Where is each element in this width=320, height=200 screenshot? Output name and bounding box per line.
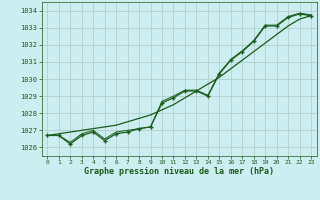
- X-axis label: Graphe pression niveau de la mer (hPa): Graphe pression niveau de la mer (hPa): [84, 167, 274, 176]
